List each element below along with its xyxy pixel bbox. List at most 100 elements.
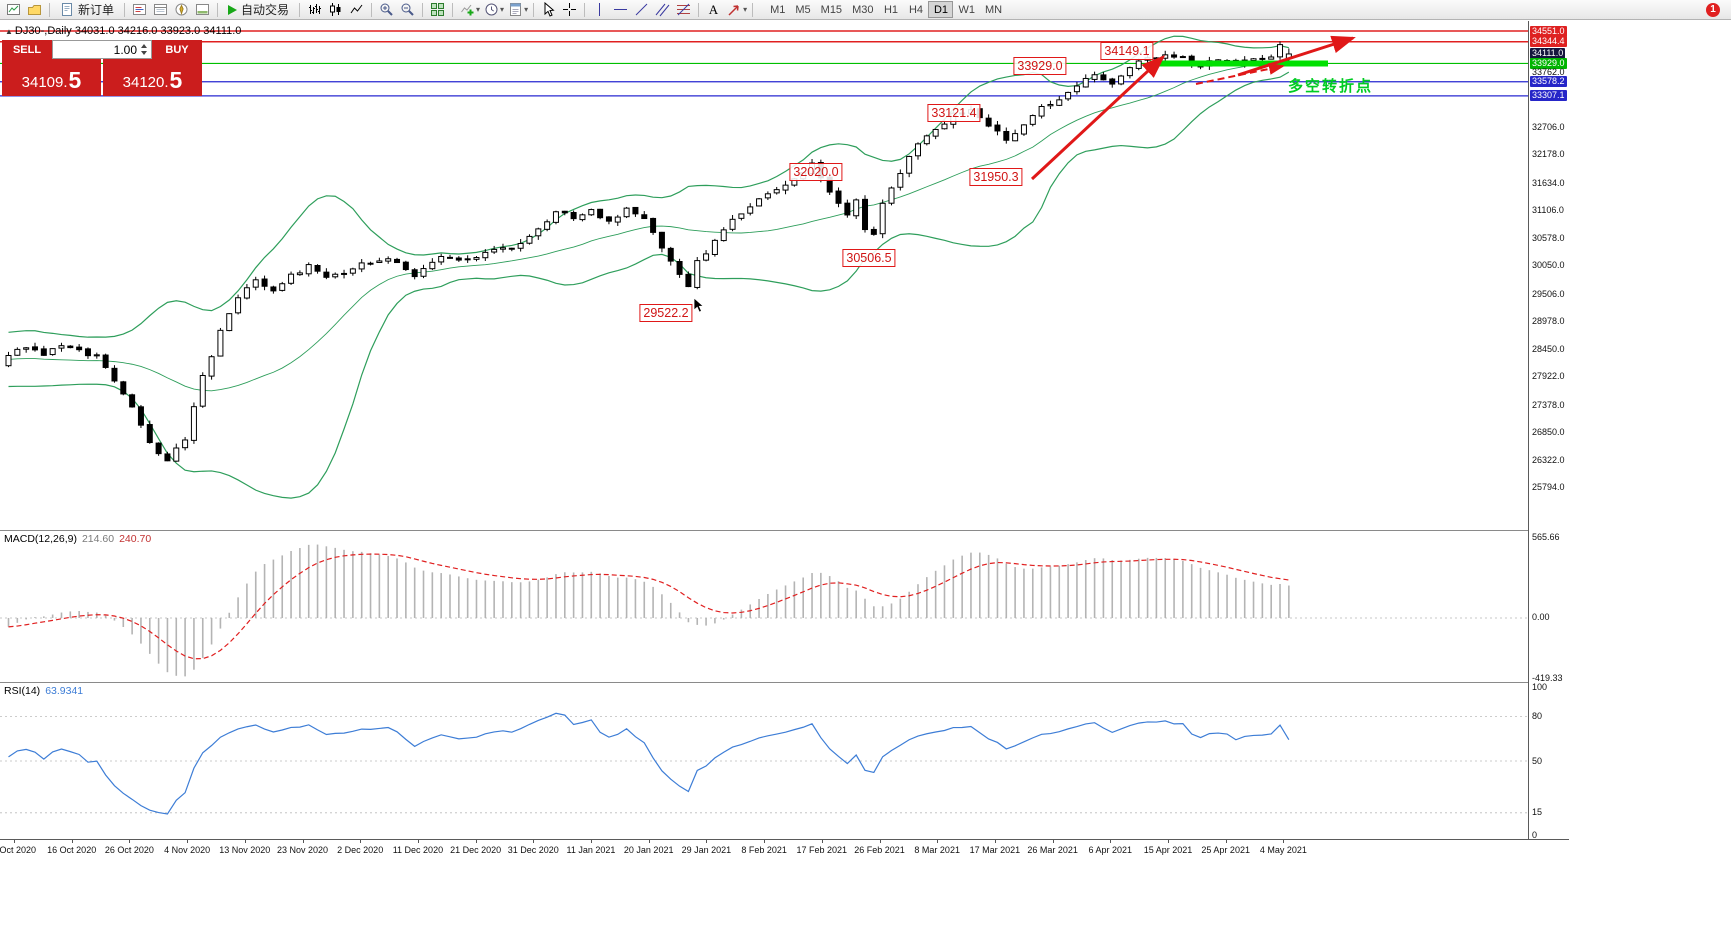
buy-button[interactable]: BUY (152, 40, 202, 59)
text-tool-icon[interactable]: A (703, 1, 724, 18)
line-chart-mode-icon[interactable] (346, 1, 367, 18)
time-axis-label: 26 Oct 2020 (104, 845, 154, 855)
periods-icon[interactable] (481, 1, 502, 18)
time-axis-label: 8 Mar 2021 (914, 845, 960, 855)
navigator-icon[interactable] (171, 1, 192, 18)
time-axis-tick (244, 840, 246, 843)
indicators-icon[interactable] (457, 1, 478, 18)
time-axis-label: 25 Apr 2021 (1201, 845, 1250, 855)
price-axis-label: 27378.0 (1532, 399, 1565, 410)
price-axis-label: 25794.0 (1532, 482, 1565, 493)
tile-windows-icon[interactable] (427, 1, 448, 18)
profiles-icon[interactable] (24, 1, 45, 18)
time-axis-tick (129, 840, 131, 843)
time-axis-tick (591, 840, 592, 843)
templates-dropdown-caret[interactable]: ▾ (524, 5, 529, 14)
periods-dropdown-caret[interactable]: ▾ (500, 5, 505, 14)
toolbar-right: 1 (1706, 2, 1728, 17)
crosshair-tool-icon[interactable] (559, 1, 580, 18)
rsi-panel-separator[interactable] (0, 682, 1569, 683)
terminal-icon[interactable] (192, 1, 213, 18)
toolbar-separator (371, 2, 373, 17)
price-axis-label: 27922.0 (1532, 371, 1565, 382)
price-axis-label: 33578.2 (1530, 76, 1567, 88)
time-axis-label: 4 May 2021 (1259, 845, 1307, 855)
time-axis-label: 6 Apr 2021 (1088, 845, 1133, 855)
new-chart-icon[interactable] (3, 1, 24, 18)
horizontal-line-tool-icon[interactable] (610, 1, 631, 18)
macd-signal-value: 240.70 (119, 533, 152, 545)
timeframe-button-d1[interactable]: D1 (928, 1, 954, 18)
autotrading-button[interactable]: 自动交易 (222, 1, 295, 18)
arrows-dropdown-caret[interactable]: ▾ (743, 5, 748, 14)
channel-tool-icon[interactable] (652, 1, 673, 18)
candlestick-mode-icon[interactable] (325, 1, 346, 18)
new-order-button[interactable]: 新订单 (54, 1, 120, 18)
toolbar-separator (752, 2, 754, 17)
macd-axis-label: -419.33 (1532, 672, 1563, 683)
market-watch-icon[interactable] (129, 1, 150, 18)
timeframe-button-h1[interactable]: H1 (883, 3, 898, 16)
volume-input[interactable]: 1.00 (52, 40, 152, 59)
bar-chart-mode-icon[interactable] (304, 1, 325, 18)
rsi-axis-label: 0 (1532, 829, 1538, 840)
price-axis-label: 31634.0 (1532, 177, 1565, 188)
notification-badge[interactable]: 1 (1706, 2, 1720, 17)
timeframe-button-m30[interactable]: M30 (852, 3, 874, 16)
time-axis-label: 15 Apr 2021 (1143, 845, 1193, 855)
timeframe-button-w1[interactable]: W1 (958, 3, 975, 16)
chart-window[interactable]: ▲ DJ30-,Daily 34031.0 34216.0 33923.0 341… (0, 21, 1569, 858)
buy-price[interactable]: 34120. 5 (103, 59, 202, 96)
time-axis-label: 26 Feb 2021 (854, 845, 905, 855)
templates-icon[interactable] (505, 1, 526, 18)
macd-panel-separator[interactable] (0, 530, 1569, 531)
indicators-dropdown-caret[interactable]: ▾ (476, 5, 481, 14)
timeframe-button-h4[interactable]: H4 (908, 3, 923, 16)
time-axis-tick (14, 840, 15, 843)
time-axis-label: 7 Oct 2020 (0, 845, 37, 855)
price-axis-label: 33762.0 (1532, 66, 1565, 77)
rsi-axis-label: 15 (1532, 807, 1543, 818)
zoom-in-icon[interactable] (376, 1, 397, 18)
volume-value: 1.00 (113, 42, 137, 57)
price-axis-label: 32178.0 (1532, 149, 1565, 160)
time-axis-label: 20 Jan 2021 (623, 845, 674, 855)
toolbar-separator (584, 2, 586, 17)
main-price-chart[interactable] (0, 21, 1528, 529)
sell-price[interactable]: 34109. 5 (2, 59, 101, 96)
timeframe-button-m5[interactable]: M5 (795, 3, 811, 16)
macd-indicator-panel[interactable] (0, 531, 1528, 681)
price-axis[interactable]: 34551.0 34344.4 34111.0 33929.0 33762.0 33578… (1528, 21, 1569, 840)
fibonacci-tool-icon[interactable] (673, 1, 694, 18)
price-axis-label: 29506.0 (1532, 288, 1565, 299)
rsi-axis-label: 80 (1532, 711, 1543, 722)
sell-button[interactable]: SELL (2, 40, 52, 59)
arrow-object-tool-icon[interactable] (724, 1, 745, 18)
data-window-icon[interactable] (150, 1, 171, 18)
time-axis-label: 21 Dec 2020 (450, 845, 502, 855)
price-axis-label: 33307.1 (1530, 90, 1567, 102)
time-axis-tick (71, 840, 73, 843)
rsi-indicator-panel[interactable] (0, 683, 1528, 839)
time-axis-label: 16 Oct 2020 (47, 845, 97, 855)
time-axis-tick (187, 840, 189, 843)
time-axis-label: 17 Mar 2021 (969, 845, 1021, 855)
vertical-line-tool-icon[interactable] (589, 1, 610, 18)
volume-stepper[interactable] (139, 42, 149, 57)
timeframe-button-mn[interactable]: MN (984, 3, 1003, 16)
zoom-out-icon[interactable] (397, 1, 418, 18)
timeframe-button-m15[interactable]: M15 (820, 3, 843, 16)
time-axis-tick (706, 840, 708, 843)
price-axis-label: 34111.0 (1530, 48, 1566, 60)
time-axis-label: 29 Jan 2021 (681, 845, 732, 855)
time-axis-tick (417, 840, 419, 843)
time-axis-tick (1052, 840, 1054, 843)
cursor-tool-icon[interactable] (538, 1, 559, 18)
timeframe-button-m1[interactable]: M1 (770, 3, 786, 16)
time-axis-tick (360, 840, 362, 843)
time-axis[interactable]: 7 Oct 2020 16 Oct 2020 26 Oct 2020 4 Nov 20… (0, 839, 1569, 858)
rsi-value: 63.9341 (45, 685, 84, 697)
trendline-tool-icon[interactable] (631, 1, 652, 18)
macd-axis-label: 565.66 (1532, 531, 1560, 542)
